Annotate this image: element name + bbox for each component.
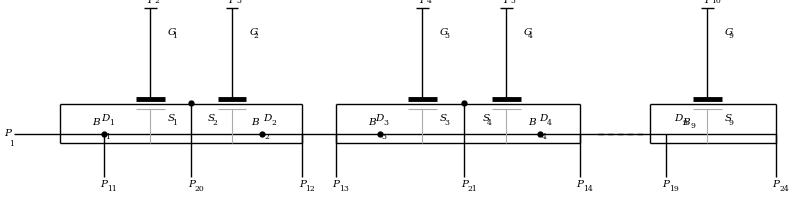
Text: 3: 3 [236,0,241,5]
Text: G: G [725,28,733,37]
Text: P: P [461,180,468,189]
Text: 3: 3 [383,119,388,127]
Text: P: P [704,0,710,5]
Text: D: D [539,114,547,123]
Text: 24: 24 [779,185,789,193]
Text: 12: 12 [306,185,315,193]
Text: P: P [577,180,583,189]
Text: B: B [250,118,258,127]
Text: P: P [188,180,194,189]
Text: 4: 4 [486,119,491,127]
Text: P: P [147,0,154,5]
Text: G: G [524,28,532,37]
Text: 21: 21 [467,185,478,193]
Text: S: S [725,114,732,123]
Text: P: P [101,180,107,189]
Text: P: P [299,180,306,189]
Text: P: P [4,129,11,138]
Text: P: P [662,180,669,189]
Text: D: D [375,114,383,123]
Text: D: D [674,114,682,123]
Text: G: G [168,28,176,37]
Text: 9: 9 [690,122,695,130]
Text: 2: 2 [154,0,159,5]
Text: 5: 5 [510,0,515,5]
Text: P: P [229,0,235,5]
Text: 2: 2 [254,32,258,40]
Text: 4: 4 [547,119,552,127]
Text: S: S [440,114,447,123]
Text: P: P [503,0,510,5]
Text: 1: 1 [109,119,114,127]
Text: B: B [682,118,690,127]
Text: 19: 19 [669,185,678,193]
Text: G: G [250,28,258,37]
Text: 1: 1 [172,32,177,40]
Text: 3: 3 [444,119,449,127]
Text: B: B [368,118,376,127]
Text: 20: 20 [194,185,204,193]
Text: D: D [101,114,110,123]
Text: B: B [528,118,536,127]
Text: 9: 9 [729,119,734,127]
Text: 2: 2 [264,133,269,141]
Text: 3: 3 [444,32,449,40]
Text: S: S [482,114,490,123]
Text: 1: 1 [10,140,14,148]
Text: 9: 9 [682,119,687,127]
Text: 1: 1 [172,119,177,127]
Text: P: P [333,180,339,189]
Text: 11: 11 [107,185,117,193]
Text: S: S [208,114,215,123]
Text: 3: 3 [382,133,386,141]
Text: G: G [440,28,448,37]
Text: 4: 4 [426,0,431,5]
Text: D: D [263,114,271,123]
Text: P: P [419,0,426,5]
Text: 9: 9 [729,32,734,40]
Text: 2: 2 [212,119,217,127]
Text: 14: 14 [583,185,593,193]
Text: 10: 10 [711,0,721,5]
Text: S: S [168,114,175,123]
Text: P: P [773,180,779,189]
Text: 2: 2 [271,119,276,127]
Text: 1: 1 [106,133,110,141]
Text: 4: 4 [528,32,533,40]
Text: 13: 13 [339,185,349,193]
Text: 4: 4 [542,133,546,141]
Text: B: B [92,118,100,127]
